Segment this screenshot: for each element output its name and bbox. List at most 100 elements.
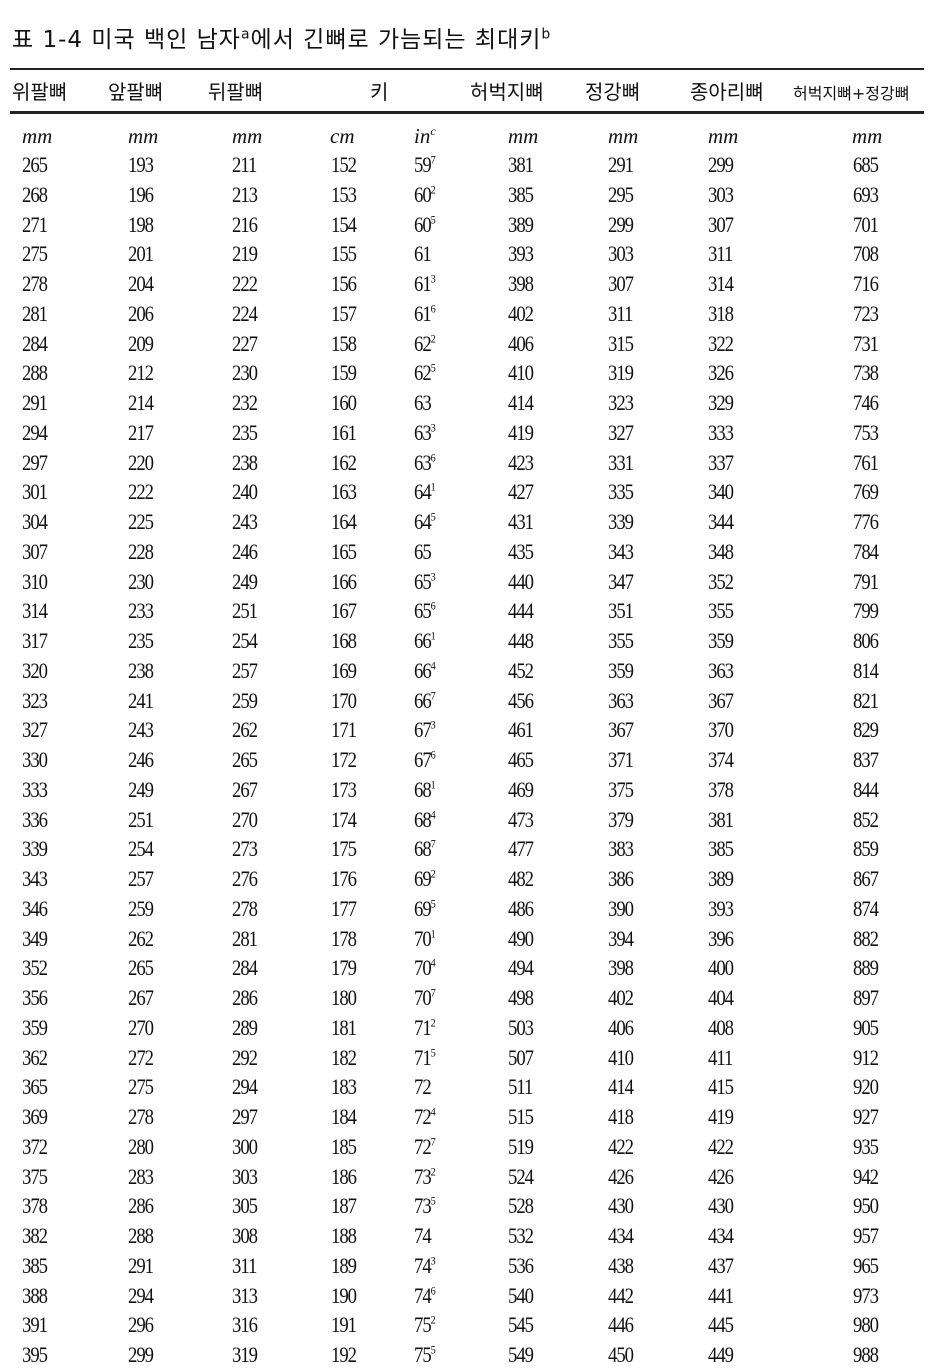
- cell-value: 434: [608, 1223, 634, 1248]
- cell-value: 69: [414, 866, 432, 891]
- cell-stature-in: 633: [414, 420, 436, 446]
- cell-value: 283: [128, 1163, 154, 1189]
- cell-radius: 214: [128, 390, 154, 416]
- cell-value: 330: [22, 747, 48, 772]
- cell-stature-cm: 173: [331, 776, 357, 803]
- cell-tibia: 438: [608, 1253, 634, 1279]
- cell-value: 303: [708, 181, 734, 207]
- cell-value: 62: [414, 360, 432, 386]
- cell-femur: 402: [508, 301, 534, 327]
- unit-cm: cm: [330, 124, 355, 148]
- cell-value: 62: [414, 330, 432, 356]
- cell-value: 155: [331, 241, 357, 267]
- cell-tibia: 295: [608, 182, 634, 208]
- cell-radius: 259: [128, 895, 154, 922]
- cell-femur-tibia: 927: [853, 1104, 879, 1130]
- cell-stature-in: 656: [414, 598, 436, 624]
- cell-eighths: 6: [430, 450, 436, 465]
- cell-value: 406: [508, 330, 534, 356]
- cell-value: 927: [853, 1104, 879, 1129]
- cell-value: 164: [331, 509, 357, 534]
- cell-value: 515: [508, 1104, 534, 1129]
- cell-value: 162: [331, 449, 357, 475]
- cell-ulna: 305: [232, 1193, 258, 1219]
- cell-value: 173: [331, 776, 357, 802]
- cell-value: 426: [608, 1163, 634, 1189]
- cell-stature-in: 667: [414, 688, 436, 714]
- unit-fibula: mm: [708, 124, 739, 148]
- cell-femur: 473: [508, 807, 534, 833]
- cell-eighths: 5: [430, 360, 436, 375]
- cell-value: 415: [708, 1074, 734, 1100]
- cell-value: 259: [128, 895, 154, 921]
- cell-tibia: 299: [608, 212, 634, 238]
- cell-value: 188: [331, 1223, 357, 1248]
- cell-value: 69: [414, 895, 432, 921]
- cell-value: 536: [508, 1252, 534, 1278]
- cell-stature-in: 701: [414, 926, 436, 952]
- cell-radius: 299: [128, 1342, 154, 1368]
- cell-value: 322: [708, 330, 734, 356]
- cell-tibia: 339: [608, 509, 634, 535]
- cell-value: 889: [853, 955, 879, 981]
- cell-value: 897: [853, 985, 879, 1010]
- cell-femur-tibia: 761: [853, 450, 879, 476]
- cell-fibula: 445: [708, 1312, 734, 1338]
- cell-value: 343: [22, 866, 48, 891]
- cell-value: 426: [708, 1163, 734, 1189]
- cell-value: 273: [232, 836, 258, 862]
- cell-stature-in: 704: [414, 955, 436, 981]
- cell-femur-tibia: 844: [853, 777, 879, 803]
- cell-value: 331: [608, 449, 634, 475]
- cell-femur: 536: [508, 1252, 534, 1279]
- cell-stature-in: 687: [414, 836, 436, 862]
- cell-femur: 456: [508, 688, 534, 714]
- cell-stature-in: 707: [414, 985, 436, 1011]
- title-text-2: 에서 긴뼈로 가늠되는 최대키: [250, 27, 542, 53]
- cell-humerus: 314: [22, 598, 48, 624]
- cell-value: 219: [232, 241, 258, 267]
- cell-stature-cm: 183: [331, 1074, 357, 1100]
- cell-value: 65: [414, 598, 432, 624]
- cell-value: 265: [232, 747, 258, 772]
- cell-value: 63: [414, 449, 432, 475]
- cell-femur: 431: [508, 509, 534, 535]
- cell-fibula: 303: [708, 181, 734, 208]
- cell-value: 243: [232, 509, 258, 534]
- footnote-a: a: [240, 26, 251, 43]
- cell-value: 300: [232, 1133, 258, 1159]
- cell-stature-in: 732: [414, 1164, 436, 1190]
- cell-value: 299: [708, 152, 734, 177]
- cell-value: 363: [608, 687, 634, 713]
- cell-stature-cm: 170: [331, 688, 357, 714]
- cell-value: 246: [128, 747, 154, 772]
- cell-value: 181: [331, 1014, 357, 1040]
- cell-value: 852: [853, 806, 879, 832]
- title-text: 표 1-4 미국 백인 남자: [12, 27, 241, 53]
- cell-value: 303: [608, 241, 634, 267]
- unit-in-text: in: [414, 124, 431, 148]
- cell-ulna: 246: [232, 539, 258, 565]
- cell-value: 169: [331, 657, 357, 683]
- cell-femur: 532: [508, 1223, 534, 1249]
- cell-value: 814: [853, 657, 879, 683]
- cell-eighths: 3: [430, 1253, 436, 1268]
- cell-femur: 440: [508, 569, 534, 595]
- cell-stature-cm: 190: [331, 1283, 357, 1309]
- cell-value: 423: [508, 449, 534, 475]
- cell-value: 389: [708, 866, 734, 891]
- cell-tibia: 422: [608, 1134, 634, 1160]
- cell-value: 349: [22, 925, 48, 951]
- cell-humerus: 333: [22, 777, 48, 803]
- cell-ulna: 219: [232, 241, 258, 267]
- cell-femur-tibia: 965: [853, 1253, 879, 1279]
- cell-fibula: 389: [708, 866, 734, 892]
- cell-ulna: 300: [232, 1133, 258, 1160]
- cell-value: 232: [232, 390, 258, 415]
- cell-humerus: 317: [22, 628, 48, 654]
- cell-value: 490: [508, 925, 534, 951]
- cell-stature-cm: 178: [331, 926, 357, 952]
- cell-stature-in: 695: [414, 896, 436, 922]
- unit-femur: mm: [508, 124, 539, 148]
- cell-stature-cm: 157: [331, 301, 357, 327]
